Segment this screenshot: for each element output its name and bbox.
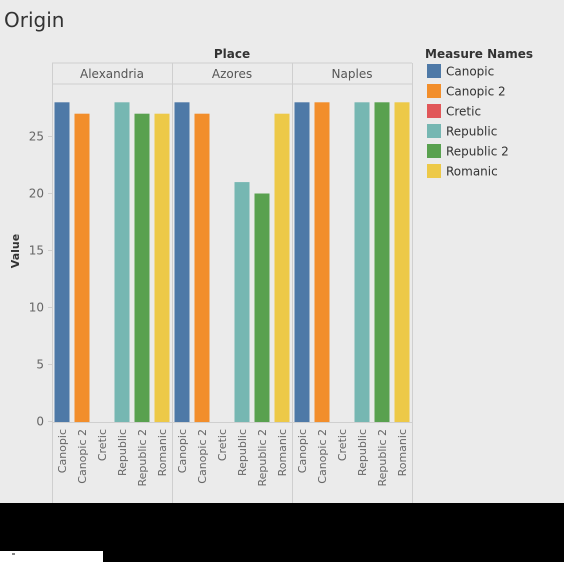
- x-tick-label: Republic 2: [376, 429, 389, 487]
- panel-header-label: Alexandria: [80, 67, 144, 81]
- y-tick-label: 5: [36, 358, 44, 372]
- y-tick-label: 25: [29, 130, 44, 144]
- bar: [354, 102, 370, 423]
- x-tick-label: Canopic: [56, 429, 69, 473]
- legend-swatch: [427, 64, 441, 78]
- legend-title: Measure Names: [425, 47, 533, 61]
- bar: [74, 113, 90, 422]
- legend-label: Republic: [446, 125, 497, 139]
- chart-area: Origin Place Value Alexandria Canopic Cano…: [4, 8, 533, 503]
- legend-label: Republic 2: [446, 145, 509, 159]
- x-tick-label: Romanic: [156, 429, 169, 476]
- legend: Measure Names Canopic Canopic 2 Cretic Repu…: [425, 47, 533, 179]
- x-tick-label: Canopic 2: [76, 429, 89, 484]
- footer-tab[interactable]: [0, 551, 103, 562]
- bar: [314, 102, 330, 423]
- legend-item: Romanic: [427, 164, 498, 179]
- bar: [54, 102, 70, 423]
- panel-header-label: Azores: [212, 67, 252, 81]
- y-axis: 0 5 10 15 20 25: [29, 130, 52, 429]
- x-tick-label: Cretic: [216, 429, 229, 461]
- footer-tab-icon: [12, 553, 15, 555]
- x-tick-label: Romanic: [396, 429, 409, 476]
- legend-swatch: [427, 144, 441, 158]
- x-tick-label: Cretic: [336, 429, 349, 461]
- x-tick-label: Canopic: [296, 429, 309, 473]
- panel-azores: Azores Canopic Canopic 2 Cretic Republic Repu…: [172, 63, 292, 503]
- x-tick-label: Republic 2: [256, 429, 269, 487]
- bar: [394, 102, 410, 423]
- x-tick-label: Republic: [356, 429, 369, 476]
- x-tick-label: Republic 2: [136, 429, 149, 487]
- plot-panels: Alexandria Canopic Canopic 2 Cretic Republic…: [52, 62, 413, 503]
- legend-label: Canopic 2: [446, 85, 506, 99]
- panel-naples: Naples Canopic Canopic 2 Cretic Republic Repu…: [292, 63, 413, 503]
- bar: [134, 113, 150, 422]
- bar: [374, 102, 390, 423]
- bar: [194, 113, 210, 422]
- x-tick-label: Canopic: [176, 429, 189, 473]
- legend-item: Cretic: [427, 104, 481, 119]
- bar: [154, 113, 170, 422]
- x-tick-label: Republic: [116, 429, 129, 476]
- x-tick-label: Canopic 2: [316, 429, 329, 484]
- panel-header-label: Naples: [332, 67, 373, 81]
- bar: [174, 102, 190, 423]
- x-tick-label: Cretic: [96, 429, 109, 461]
- legend-swatch: [427, 164, 441, 178]
- y-axis-label: Value: [9, 234, 22, 268]
- y-tick-label: 0: [36, 415, 44, 429]
- legend-item: Canopic: [427, 64, 494, 79]
- legend-swatch: [427, 84, 441, 98]
- legend-swatch: [427, 104, 441, 118]
- bar: [294, 102, 310, 423]
- legend-label: Romanic: [446, 165, 498, 179]
- legend-label: Cretic: [446, 105, 481, 119]
- bar: [114, 102, 130, 423]
- y-tick-label: 20: [29, 187, 44, 201]
- bar: [234, 182, 250, 422]
- legend-item: Republic: [427, 124, 497, 139]
- x-tick-label: Romanic: [276, 429, 289, 476]
- legend-label: Canopic: [446, 65, 494, 79]
- y-tick-label: 10: [29, 301, 44, 315]
- y-tick-label: 15: [29, 244, 44, 258]
- legend-item: Canopic 2: [427, 84, 506, 99]
- bar: [254, 193, 270, 422]
- x-tick-label: Canopic 2: [196, 429, 209, 484]
- x-tick-label: Republic: [236, 429, 249, 476]
- panel-alexandria: Alexandria Canopic Canopic 2 Cretic Republic…: [52, 63, 172, 503]
- legend-item: Republic 2: [427, 144, 509, 159]
- bar: [274, 113, 290, 422]
- chart-title: Origin: [4, 8, 64, 32]
- column-header: Place: [214, 47, 250, 61]
- legend-swatch: [427, 124, 441, 138]
